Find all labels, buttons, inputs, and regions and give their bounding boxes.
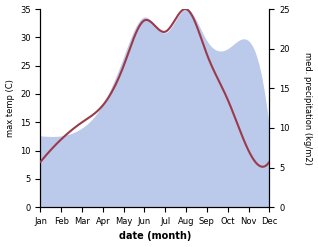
X-axis label: date (month): date (month) <box>119 231 191 242</box>
Y-axis label: max temp (C): max temp (C) <box>5 79 15 137</box>
Y-axis label: med. precipitation (kg/m2): med. precipitation (kg/m2) <box>303 52 313 165</box>
